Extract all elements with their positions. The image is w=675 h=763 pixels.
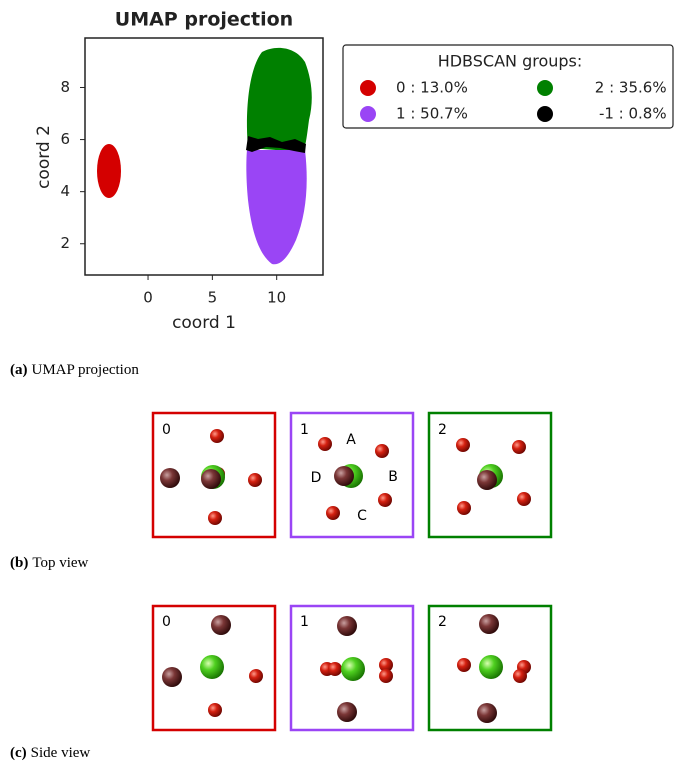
panel-frame <box>289 604 415 732</box>
panel-frame <box>427 604 553 732</box>
legend-label: 0 : 13.0% <box>396 79 468 97</box>
site-label: D <box>311 470 322 486</box>
clusters <box>97 47 312 265</box>
x-tick-label: 0 <box>143 289 153 307</box>
legend-title: HDBSCAN groups: <box>438 52 583 71</box>
cluster-2 <box>246 47 312 152</box>
side-view: 0 1 2 <box>151 604 553 732</box>
cluster-noise <box>246 136 306 153</box>
atoms <box>162 614 531 723</box>
plot-frame <box>84 37 324 276</box>
site-label: C <box>357 508 367 524</box>
legend-marker <box>537 106 553 122</box>
caption-tag: (b) <box>10 555 28 571</box>
atoms <box>160 429 531 525</box>
x-tick-label: 5 <box>208 289 218 307</box>
legend-label: 1 : 50.7% <box>396 105 468 123</box>
top-view: 0 1 2 A B C D <box>151 411 553 539</box>
caption: (b) Top view <box>10 555 89 571</box>
panel-label: 2 <box>438 614 447 630</box>
panel-label: 2 <box>438 422 447 438</box>
cluster-1 <box>246 150 307 265</box>
caption: (a) UMAP projection <box>10 362 139 378</box>
caption-tag: (a) <box>10 362 28 378</box>
x-tick-label: 10 <box>267 289 286 307</box>
x-axis-label: coord 1 <box>172 313 236 333</box>
caption-text: UMAP projection <box>32 362 140 378</box>
legend-frame <box>342 44 674 129</box>
panel-label: 0 <box>162 614 171 630</box>
y-tick-label: 8 <box>60 78 70 96</box>
legend-marker <box>360 106 376 122</box>
legend-label: -1 : 0.8% <box>599 105 667 123</box>
site-label: B <box>388 469 398 485</box>
panel-frame <box>151 411 277 539</box>
y-axis-label: coord 2 <box>34 125 54 189</box>
caption-text: Top view <box>32 555 88 571</box>
y-tick-label: 6 <box>60 130 70 148</box>
caption-text: Side view <box>31 745 91 761</box>
caption: (c) Side view <box>10 745 90 761</box>
panel-frame <box>289 411 415 539</box>
panel-label: 0 <box>162 422 171 438</box>
legend-marker <box>537 80 553 96</box>
panel-frame <box>151 604 277 732</box>
panel-frame <box>427 411 553 539</box>
legend-marker <box>360 80 376 96</box>
chart-title: UMAP projection <box>115 9 293 31</box>
legend-label: 2 : 35.6% <box>595 79 667 97</box>
y-tick-label: 2 <box>60 234 70 252</box>
cluster-0 <box>97 144 121 198</box>
panel-label: 1 <box>300 614 309 630</box>
y-tick-label: 4 <box>60 182 70 200</box>
site-label: A <box>346 432 356 448</box>
caption-tag: (c) <box>10 745 27 761</box>
panel-label: 1 <box>300 422 309 438</box>
umap-chart: UMAP projection coord 1 coord 2 HDBSCAN … <box>34 9 674 333</box>
